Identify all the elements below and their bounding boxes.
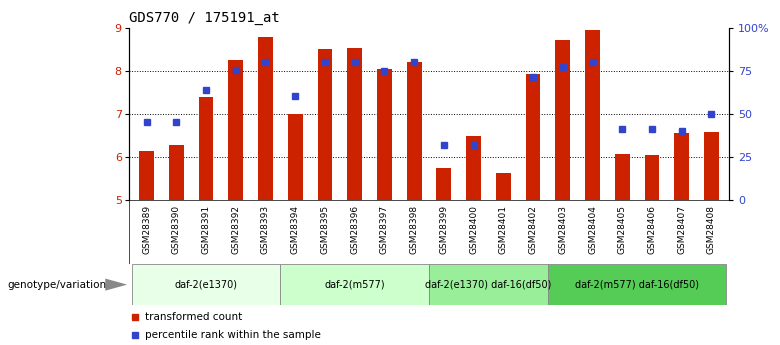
Bar: [585, 30, 600, 200]
Text: GSM28394: GSM28394: [291, 205, 300, 254]
Text: GSM28399: GSM28399: [439, 205, 448, 254]
Text: GSM28400: GSM28400: [469, 205, 478, 254]
Bar: [199, 98, 214, 200]
Bar: [168, 145, 184, 200]
Bar: [406, 62, 421, 200]
Text: daf-2(m577): daf-2(m577): [324, 280, 385, 289]
Bar: [258, 37, 273, 200]
Text: GSM28395: GSM28395: [321, 205, 329, 254]
Text: GSM28404: GSM28404: [588, 205, 597, 254]
Text: GSM28405: GSM28405: [618, 205, 627, 254]
Bar: [280, 264, 429, 305]
Text: GSM28389: GSM28389: [142, 205, 151, 254]
Text: GSM28406: GSM28406: [647, 205, 657, 254]
Text: GSM28391: GSM28391: [201, 205, 211, 254]
Text: GSM28398: GSM28398: [410, 205, 419, 254]
Bar: [377, 69, 392, 200]
Bar: [437, 168, 452, 200]
Bar: [288, 114, 303, 200]
Text: daf-2(m577) daf-16(df50): daf-2(m577) daf-16(df50): [575, 280, 699, 289]
Bar: [644, 155, 659, 200]
Text: transformed count: transformed count: [145, 312, 243, 322]
Polygon shape: [105, 279, 127, 290]
Text: GSM28407: GSM28407: [677, 205, 686, 254]
Bar: [674, 133, 690, 200]
Text: GSM28393: GSM28393: [261, 205, 270, 254]
Text: GDS770 / 175191_at: GDS770 / 175191_at: [129, 11, 279, 25]
Bar: [229, 60, 243, 200]
Text: GSM28392: GSM28392: [231, 205, 240, 254]
Text: daf-2(e1370): daf-2(e1370): [175, 280, 237, 289]
Bar: [317, 49, 332, 200]
Bar: [704, 132, 719, 200]
Text: genotype/variation: genotype/variation: [8, 280, 107, 289]
Bar: [548, 264, 726, 305]
Bar: [347, 48, 362, 200]
Bar: [429, 264, 548, 305]
Text: GSM28401: GSM28401: [499, 205, 508, 254]
Bar: [132, 264, 280, 305]
Text: GSM28402: GSM28402: [529, 205, 537, 254]
Bar: [555, 40, 570, 200]
Text: GSM28403: GSM28403: [558, 205, 567, 254]
Bar: [466, 136, 481, 200]
Bar: [139, 150, 154, 200]
Text: percentile rank within the sample: percentile rank within the sample: [145, 330, 321, 340]
Text: GSM28408: GSM28408: [707, 205, 716, 254]
Bar: [526, 74, 541, 200]
Text: GSM28390: GSM28390: [172, 205, 181, 254]
Text: daf-2(e1370) daf-16(df50): daf-2(e1370) daf-16(df50): [425, 280, 551, 289]
Text: GSM28397: GSM28397: [380, 205, 389, 254]
Bar: [615, 154, 629, 200]
Bar: [496, 173, 511, 200]
Text: GSM28396: GSM28396: [350, 205, 359, 254]
